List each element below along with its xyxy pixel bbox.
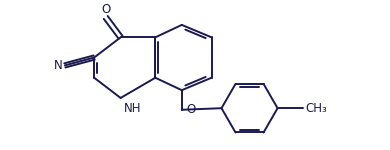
Text: CH₃: CH₃ (305, 102, 327, 115)
Text: N: N (54, 59, 63, 72)
Text: NH: NH (124, 102, 142, 115)
Text: O: O (186, 103, 196, 116)
Text: O: O (101, 3, 110, 16)
